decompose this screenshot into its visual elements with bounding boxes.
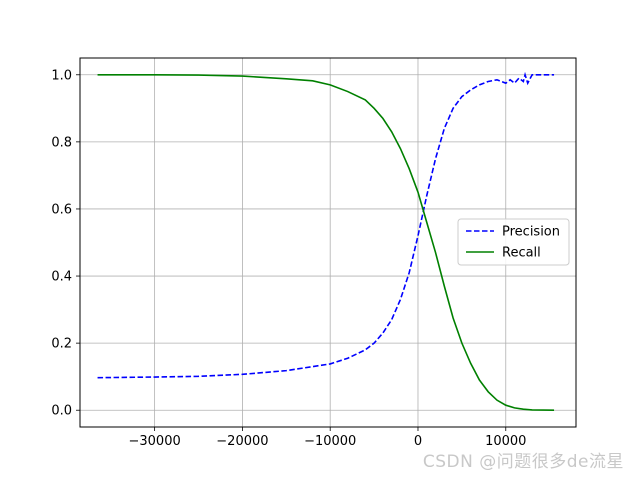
series-line-precision [97,71,555,379]
axis-ticks: −30000 −20000 −10000 0 10000 0.0 0.2 0.4 0.6 0.8 1… [51,68,526,449]
y-tick-label: 1.0 [51,68,72,83]
y-tick-label: 0.2 [51,337,72,352]
x-tick-label: −20000 [216,434,268,449]
x-tick-label: −10000 [304,434,356,449]
x-tick-label: 0 [414,434,422,449]
legend-label-precision: Precision [502,225,560,240]
plot-frame [79,57,577,428]
legend-label-recall: Recall [502,246,541,261]
x-tick-label: 10000 [485,434,526,449]
series-line-recall [97,73,555,412]
y-tick-label: 0.8 [51,135,72,150]
legend: Precision Recall [457,218,570,266]
watermark-text: CSDN @问题很多de流星 [422,452,624,472]
x-tick-label: −30000 [128,434,180,449]
y-tick-label: 0.0 [51,404,72,419]
y-tick-label: 0.4 [51,270,72,285]
y-tick-label: 0.6 [51,202,72,217]
series-group [97,71,555,412]
